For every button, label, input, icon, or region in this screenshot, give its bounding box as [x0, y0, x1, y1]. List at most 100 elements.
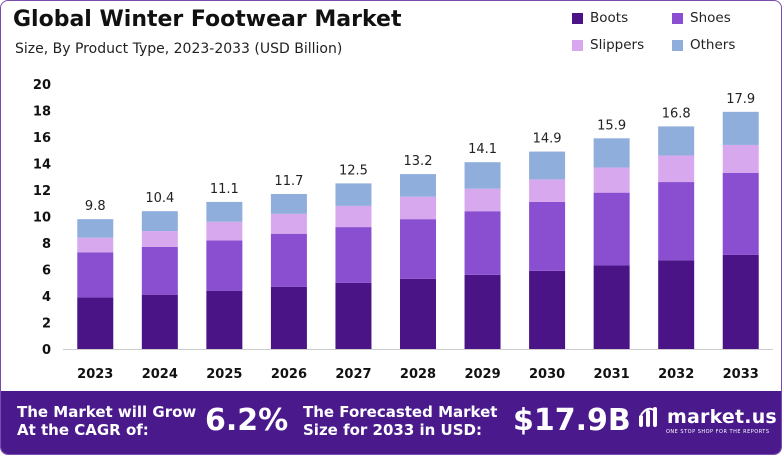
brand-name: market.us: [667, 406, 777, 428]
total-label-2031: 15.9: [597, 118, 626, 133]
forecast-caption-line1: The Forecasted Market: [303, 403, 498, 421]
total-label-2032: 16.8: [662, 106, 691, 121]
bar-shoes-2030: [529, 201, 566, 271]
bar-shoes-2032: [658, 182, 695, 261]
bar-slippers-2023: [77, 237, 114, 253]
market-us-logo-icon: [639, 407, 657, 427]
y-tick-label: 0: [42, 343, 51, 358]
brand-tagline: ONE STOP SHOP FOR THE REPORTS: [666, 429, 770, 435]
bar-boots-2024: [141, 294, 178, 349]
x-tick-label-2029: 2029: [464, 367, 500, 382]
legend: Boots Shoes Slippers Others: [572, 10, 772, 53]
total-label-2026: 11.7: [274, 174, 303, 189]
bar-others-2026: [270, 193, 307, 214]
bar-slippers-2027: [335, 205, 372, 228]
cagr-value: 6.2%: [205, 403, 289, 438]
bar-others-2027: [335, 183, 372, 206]
legend-label-slippers: Slippers: [590, 37, 645, 53]
bar-boots-2023: [77, 297, 114, 349]
bar-shoes-2024: [141, 246, 178, 295]
legend-label-shoes: Shoes: [690, 10, 731, 26]
bar-boots-2025: [206, 290, 243, 349]
bar-slippers-2024: [141, 231, 178, 247]
bar-shoes-2026: [270, 233, 307, 287]
y-tick-label: 18: [33, 105, 51, 120]
legend-label-boots: Boots: [590, 10, 629, 26]
bar-slippers-2028: [400, 196, 436, 220]
bar-boots-2027: [335, 282, 372, 349]
total-label-2030: 14.9: [533, 132, 562, 147]
y-tick-label: 6: [42, 264, 51, 279]
legend-item-slippers: Slippers: [572, 37, 672, 53]
legend-swatch-boots: [572, 12, 583, 24]
bar-slippers-2026: [270, 213, 307, 234]
x-tick-label-2031: 2031: [594, 367, 630, 382]
x-tick-label-2030: 2030: [529, 367, 565, 382]
legend-swatch-shoes: [672, 12, 683, 24]
y-tick-label: 8: [42, 237, 51, 252]
x-tick-label-2032: 2032: [658, 367, 694, 382]
legend-item-boots: Boots: [572, 10, 672, 26]
chart-title: Global Winter Footwear Market: [13, 7, 402, 32]
bar-others-2024: [141, 211, 178, 232]
bar-shoes-2031: [593, 192, 630, 266]
bar-boots-2033: [722, 254, 759, 349]
bar-slippers-2029: [464, 188, 501, 212]
legend-item-shoes: Shoes: [672, 10, 772, 26]
bar-shoes-2023: [77, 252, 114, 298]
bar-boots-2031: [593, 265, 630, 349]
bar-others-2033: [722, 111, 759, 145]
y-tick-label: 4: [42, 290, 51, 305]
forecast-value: $17.9B: [513, 403, 631, 438]
y-tick-label: 16: [33, 131, 51, 146]
bar-others-2028: [400, 174, 436, 197]
bar-shoes-2029: [464, 211, 501, 275]
bar-boots-2032: [658, 260, 695, 349]
x-tick-label-2026: 2026: [271, 367, 307, 382]
legend-swatch-others: [672, 39, 683, 51]
x-tick-label-2025: 2025: [206, 367, 242, 382]
bar-others-2023: [77, 219, 114, 238]
legend-item-others: Others: [672, 37, 772, 53]
x-tick-label-2027: 2027: [335, 367, 371, 382]
bar-others-2025: [206, 201, 243, 222]
bar-others-2031: [593, 138, 630, 168]
bar-slippers-2033: [722, 144, 759, 173]
bar-shoes-2028: [400, 219, 436, 279]
bar-others-2029: [464, 162, 501, 189]
y-tick-label: 2: [42, 317, 51, 332]
cagr-caption-line1: The Market will Grow: [17, 403, 197, 421]
total-label-2028: 13.2: [404, 154, 433, 169]
x-tick-label-2028: 2028: [400, 367, 436, 382]
bar-slippers-2025: [206, 221, 243, 241]
bar-slippers-2030: [529, 179, 566, 202]
y-tick-label: 14: [33, 158, 51, 173]
total-label-2024: 10.4: [145, 191, 174, 206]
cagr-caption: The Market will Grow At the CAGR of:: [17, 403, 196, 439]
bar-boots-2026: [270, 286, 307, 349]
total-label-2029: 14.1: [468, 142, 497, 157]
bar-chart: 0 2 4 6 8 10 12 14 16 18 20 9.8 2023 10.4 2024 11.1 2025…: [33, 78, 773, 382]
cagr-caption-line2: At the CAGR of:: [17, 421, 149, 439]
bar-shoes-2027: [335, 227, 372, 283]
bar-slippers-2032: [658, 155, 695, 183]
total-label-2027: 12.5: [339, 163, 368, 178]
y-tick-label: 10: [33, 211, 51, 226]
bar-shoes-2025: [206, 240, 243, 291]
chart-subtitle: Size, By Product Type, 2023-2033 (USD Bi…: [15, 41, 343, 57]
bar-others-2032: [658, 126, 695, 156]
bar-slippers-2031: [593, 167, 630, 193]
bar-others-2030: [529, 151, 566, 180]
x-tick-label-2023: 2023: [77, 367, 113, 382]
bar-shoes-2033: [722, 172, 759, 255]
total-label-2025: 11.1: [210, 182, 239, 197]
forecast-caption: The Forecasted Market Size for 2033 in U…: [303, 403, 497, 439]
brand-logo: market.us ONE STOP SHOP FOR THE REPORTS: [637, 405, 777, 435]
legend-label-others: Others: [690, 37, 736, 53]
y-tick-label: 20: [33, 78, 51, 93]
footer-banner: The Market will Grow At the CAGR of: 6.2…: [1, 391, 781, 454]
total-label-2033: 17.9: [726, 92, 755, 107]
forecast-caption-line2: Size for 2033 in USD:: [303, 421, 482, 439]
x-tick-label-2033: 2033: [723, 367, 759, 382]
